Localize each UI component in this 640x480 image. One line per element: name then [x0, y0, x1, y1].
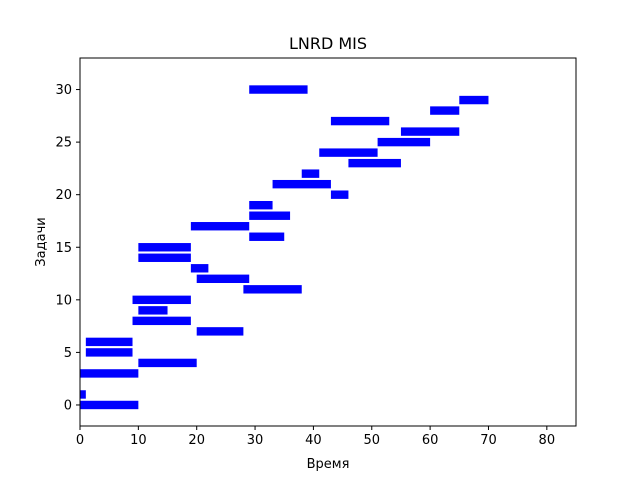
task-bar-21 [272, 179, 331, 189]
task-bar-19 [249, 200, 273, 210]
x-axis: 0 10 20 30 40 50 60 70 80 [76, 426, 555, 448]
task-bar-28 [430, 106, 460, 115]
task-bar-8 [132, 316, 191, 326]
x-tick-label: 50 [363, 433, 380, 448]
task-bar-9 [138, 306, 168, 315]
plot-frame [79, 57, 577, 427]
x-tick-label: 0 [76, 433, 84, 448]
task-bar-11 [243, 285, 302, 294]
x-axis-label: Время [307, 457, 350, 472]
x-tick-label: 40 [305, 433, 322, 448]
y-tick-label: 0 [64, 398, 72, 413]
y-tick-label: 20 [55, 188, 72, 203]
chart-title: LNRD MIS [289, 34, 367, 53]
y-tick-label: 15 [55, 241, 72, 256]
task-bar-24 [319, 148, 378, 157]
x-tick-label: 20 [188, 433, 205, 448]
task-bar-6 [85, 337, 133, 347]
x-tick-label: 60 [422, 433, 439, 448]
x-tick-label: 10 [130, 433, 147, 448]
task-bar-17 [190, 222, 250, 231]
task-bar-1 [80, 390, 86, 399]
x-tick-label: 80 [539, 433, 556, 448]
task-bar-26 [400, 127, 460, 136]
y-axis: 0 5 10 15 20 25 30 [55, 83, 80, 413]
task-bar-7 [196, 327, 244, 336]
task-bar-3 [80, 369, 139, 378]
task-bar-25 [377, 137, 431, 147]
task-bar-20 [330, 190, 349, 199]
task-bar-22 [301, 169, 320, 178]
bars-group [80, 85, 489, 410]
task-bar-23 [348, 158, 401, 168]
y-tick-label: 10 [55, 293, 72, 308]
x-tick-label: 70 [480, 433, 497, 448]
task-bar-29 [459, 95, 489, 105]
task-bar-12 [196, 274, 250, 284]
task-bar-30 [249, 85, 308, 94]
task-bar-15 [138, 243, 191, 252]
y-tick-label: 5 [64, 346, 72, 361]
task-bar-27 [330, 116, 390, 126]
task-bar-16 [249, 232, 285, 241]
task-bar-13 [190, 264, 209, 273]
task-bar-0 [80, 400, 139, 410]
y-tick-label: 25 [55, 136, 72, 151]
y-axis-label: Задачи [34, 217, 49, 266]
task-bar-18 [249, 211, 291, 220]
task-bar-14 [138, 253, 191, 262]
task-bar-4 [138, 358, 197, 368]
x-tick-label: 30 [247, 433, 264, 448]
y-tick-label: 30 [55, 83, 72, 98]
task-bar-5 [85, 348, 133, 357]
task-bar-10 [132, 295, 191, 305]
